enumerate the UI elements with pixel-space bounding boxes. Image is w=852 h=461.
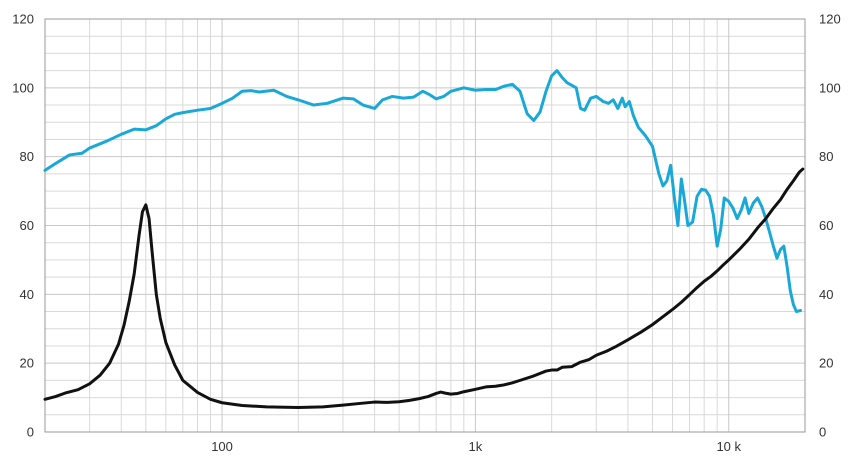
y-left-tick-label: 20 (20, 356, 34, 371)
x-tick-label: 10 k (716, 439, 741, 454)
series-line-response (43, 69, 803, 314)
y-right-tick-label: 120 (819, 12, 841, 27)
x-axis-ticks: 100 1k 10 k (211, 439, 741, 454)
y-right-tick-label: 20 (819, 356, 833, 371)
y-right-tick-label: 100 (819, 80, 841, 95)
y-left-tick-label: 80 (20, 149, 34, 164)
plot-area-frame (44, 18, 806, 433)
x-tick-label: 1k (469, 439, 483, 454)
y-left-tick-label: 0 (27, 425, 34, 440)
y-right-tick-label: 80 (819, 149, 833, 164)
y-left-tick-label: 40 (20, 287, 34, 302)
series-line-impedance (43, 167, 805, 410)
y-left-tick-label: 100 (12, 80, 34, 95)
y-right-tick-label: 40 (819, 287, 833, 302)
y-right-tick-label: 0 (819, 425, 826, 440)
y-left-tick-label: 60 (20, 218, 34, 233)
x-tick-label: 100 (211, 439, 233, 454)
y-axis-left-ticks: 0 20 40 60 80 100 120 (12, 12, 34, 440)
series-layer (43, 69, 805, 410)
y-left-tick-label: 120 (12, 12, 34, 27)
y-right-tick-label: 60 (819, 218, 833, 233)
y-axis-right-ticks: 0 20 40 60 80 100 120 (819, 12, 841, 440)
